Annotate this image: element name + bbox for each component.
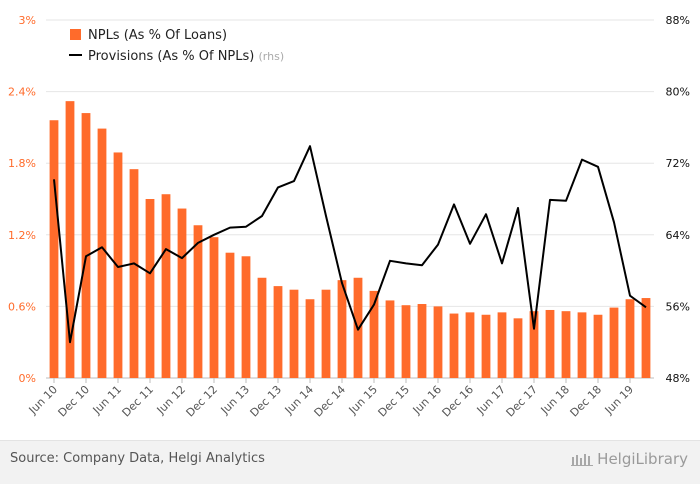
y-tick-label-left: 3%	[19, 14, 36, 27]
bar	[465, 312, 475, 378]
y-tick-label-left: 0%	[19, 372, 36, 385]
bar	[241, 256, 251, 378]
x-tick-label: Jun 16	[410, 383, 444, 417]
x-tick-label: Dec 12	[184, 383, 221, 420]
x-tick-label: Dec 13	[248, 383, 285, 420]
bar	[449, 313, 459, 378]
library-icon	[571, 454, 594, 466]
bar	[145, 199, 155, 378]
bar	[401, 305, 411, 378]
bar	[529, 311, 539, 378]
legend-label-npls: NPLs (As % Of Loans)	[88, 28, 227, 43]
y-tick-label-right: 72%	[666, 157, 690, 170]
source-note: Source: Company Data, Helgi Analytics	[10, 451, 265, 466]
bar	[545, 309, 555, 378]
bar	[417, 304, 427, 378]
chart: 0% 0.6% 1.2% 1.8% 2.4% 3% 48% 56% 64% 72% 80% 88% Ju…	[8, 14, 690, 420]
bar	[65, 101, 75, 378]
y-tick-label-right: 64%	[666, 229, 690, 242]
x-tick-label: Jun 10	[26, 383, 60, 417]
bar	[193, 225, 203, 378]
x-tick-label: Dec 15	[376, 383, 413, 420]
bar	[625, 299, 635, 378]
bar	[209, 237, 219, 378]
x-tick-label: Jun 12	[154, 383, 188, 417]
bar	[273, 286, 283, 378]
bar	[561, 311, 571, 378]
bar	[257, 277, 267, 378]
bar	[609, 307, 619, 378]
x-tick-label: Jun 11	[90, 383, 124, 417]
y-tick-label-left: 0.6%	[8, 300, 36, 313]
x-tick-label: Jun 17	[474, 383, 508, 417]
bar	[433, 306, 443, 378]
bar	[49, 120, 59, 379]
bar	[369, 290, 379, 378]
bar	[129, 169, 139, 378]
x-tick-label: Dec 16	[440, 383, 477, 420]
legend-label-provisions: Provisions (As % Of NPLs) (rhs)	[88, 49, 284, 64]
x-tick-label: Jun 18	[538, 383, 572, 417]
legend-rhs-note: (rhs)	[259, 50, 285, 63]
bar	[177, 208, 187, 378]
bar	[385, 300, 395, 378]
bar	[497, 312, 507, 378]
y-tick-label-right: 56%	[666, 300, 690, 313]
brand-logo[interactable]: HelgiLibrary	[571, 450, 688, 468]
bar	[577, 312, 587, 378]
bar	[81, 113, 91, 378]
x-tick-label: Dec 10	[56, 383, 93, 420]
x-tick-label: Jun 13	[218, 383, 252, 417]
x-tick-label: Dec 14	[312, 383, 349, 420]
bar	[289, 289, 299, 378]
x-tick-label: Dec 18	[568, 383, 605, 420]
y-tick-label-left: 1.2%	[8, 229, 36, 242]
x-tick-label: Dec 17	[504, 383, 541, 420]
bar	[481, 314, 491, 378]
bar	[513, 318, 523, 378]
y-tick-label-right: 88%	[666, 14, 690, 27]
y-tick-label-right: 48%	[666, 372, 690, 385]
brand-name: HelgiLibrary	[597, 450, 688, 468]
bar	[161, 194, 171, 378]
bar	[337, 280, 347, 378]
bar	[113, 152, 123, 378]
x-tick-label: Dec 11	[120, 383, 157, 420]
x-tick-label: Jun 15	[346, 383, 380, 417]
bar	[225, 252, 235, 378]
footer: Source: Company Data, Helgi Analytics He…	[0, 440, 700, 484]
y-tick-label-right: 80%	[666, 86, 690, 99]
x-tick-label: Jun 19	[602, 383, 636, 417]
bar	[641, 298, 651, 378]
bar	[593, 314, 603, 378]
x-tick-label: Jun 14	[282, 383, 316, 417]
bar	[321, 289, 331, 378]
bar	[97, 128, 107, 378]
legend-swatch-npls	[70, 29, 81, 40]
y-tick-label-left: 2.4%	[8, 86, 36, 99]
y-tick-label-left: 1.8%	[8, 157, 36, 170]
bar	[305, 299, 315, 378]
provisions-line	[53, 145, 647, 344]
